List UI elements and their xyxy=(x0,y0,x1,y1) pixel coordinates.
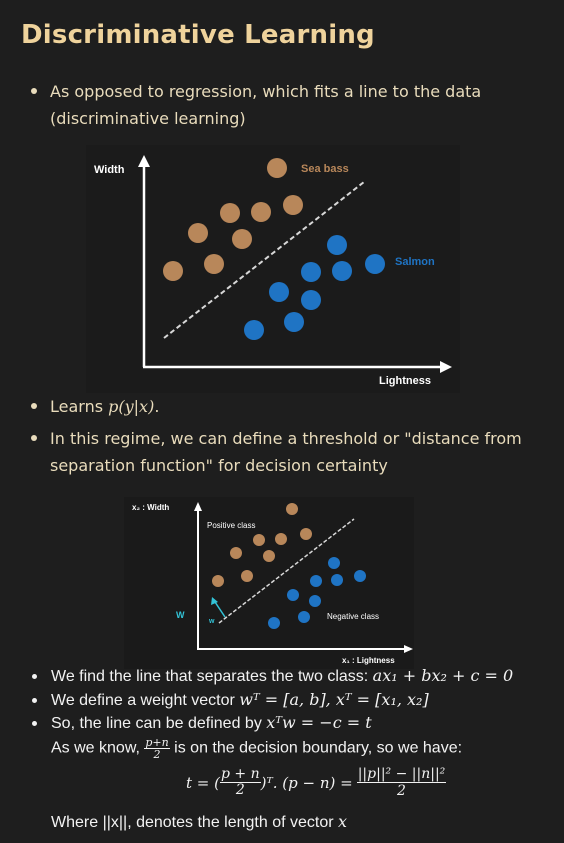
salmon-point xyxy=(284,312,304,332)
positive-point xyxy=(275,533,287,545)
w-outside-label: W xyxy=(176,610,185,620)
figure-threshold: x₂ : Width x₁ : Lightness Positive class… xyxy=(124,497,414,669)
note-norm-definition-text: Where ||x||, denotes the length of vecto… xyxy=(51,814,338,831)
eq-frac-norms: ||p||² − ||n||² 2 xyxy=(356,766,447,799)
conditional-probability: p(y|x) xyxy=(108,397,155,416)
line-definition-equation: xᵀw = −c = t xyxy=(266,713,372,732)
negative-point xyxy=(309,595,321,607)
negative-class-points xyxy=(268,557,366,629)
salmon-point xyxy=(301,262,321,282)
separating-line xyxy=(218,518,355,624)
y-axis-arrow xyxy=(138,155,150,167)
w-inside-label: w xyxy=(208,618,215,625)
negative-class-label: Negative class xyxy=(327,612,379,621)
weight-vector-head xyxy=(211,597,218,605)
sea-bass-point xyxy=(283,195,303,215)
salmon-point xyxy=(301,290,321,310)
sea-bass-label: Sea bass xyxy=(301,163,349,175)
eq-frac-pn-num: p + n xyxy=(219,766,261,783)
sea-bass-point xyxy=(220,203,240,223)
positive-point xyxy=(230,547,242,559)
y-axis-arrow xyxy=(194,502,202,511)
note-decision-boundary: As we know, p+n 2 is on the decision boun… xyxy=(51,737,462,760)
figure1-svg: Width Lightness Sea bass Salmon xyxy=(94,155,452,387)
positive-point xyxy=(253,534,265,546)
note-decision-boundary-suffix: is on the decision boundary, so we have: xyxy=(169,739,463,757)
negative-point xyxy=(298,611,310,623)
eq-left: t = ( xyxy=(186,773,220,792)
salmon-point xyxy=(269,282,289,302)
positive-point xyxy=(300,528,312,540)
sea-bass-point xyxy=(188,223,208,243)
salmon-point xyxy=(244,320,264,340)
note-weight-vector-text: We define a weight vector xyxy=(51,692,240,709)
x-axis-label: Lightness xyxy=(379,375,431,387)
salmon-points xyxy=(244,235,385,340)
note-line-definition: So, the line can be defined by xᵀw = −c … xyxy=(32,713,372,733)
positive-point xyxy=(263,550,275,562)
line-equation: ax₁ + bx₂ + c = 0 xyxy=(372,666,514,685)
figure2-svg: x₂ : Width x₁ : Lightness Positive class… xyxy=(132,502,413,665)
figure-sea-bass-salmon: Width Lightness Sea bass Salmon xyxy=(86,145,460,393)
positive-point xyxy=(212,575,224,587)
midpoint-fraction-denominator: 2 xyxy=(153,748,161,761)
eq-frac-norms-den: 2 xyxy=(397,783,406,799)
note-find-line-text: We find the line that separates the two … xyxy=(51,668,373,685)
y-axis-label: x₂ : Width xyxy=(132,503,169,512)
salmon-point xyxy=(327,235,347,255)
note-weight-vector: We define a weight vector wᵀ = [a, b], x… xyxy=(32,690,429,710)
x-axis-arrow xyxy=(440,361,452,373)
note-find-line: We find the line that separates the two … xyxy=(31,666,514,686)
sea-bass-point xyxy=(204,254,224,274)
bullet-regression: As opposed to regression, which fits a l… xyxy=(31,78,540,132)
vector-symbol: x xyxy=(338,812,348,831)
positive-class-points xyxy=(212,503,312,587)
weight-vector-equation: wᵀ = [a, b], xᵀ = [x₁, x₂] xyxy=(239,690,429,709)
negative-point xyxy=(287,589,299,601)
page-title: Discriminative Learning xyxy=(21,20,375,50)
midpoint-fraction: p+n 2 xyxy=(144,736,170,761)
negative-point xyxy=(328,557,340,569)
positive-point xyxy=(286,503,298,515)
sea-bass-point xyxy=(232,229,252,249)
sea-bass-point xyxy=(251,202,271,222)
weight-vector-arrow xyxy=(214,601,226,618)
bullet-learns-prefix: Learns xyxy=(50,397,109,416)
y-axis-label: Width xyxy=(94,164,125,176)
midpoint-fraction-numerator: p+n xyxy=(144,736,170,749)
note-line-definition-text: So, the line can be defined by xyxy=(51,715,267,732)
bullet-learns: Learns p(y|x). xyxy=(31,393,540,420)
negative-point xyxy=(331,574,343,586)
sea-bass-points xyxy=(163,158,303,281)
salmon-point xyxy=(365,254,385,274)
sea-bass-point xyxy=(163,261,183,281)
negative-point xyxy=(354,570,366,582)
eq-frac-pn-den: 2 xyxy=(235,782,245,798)
separating-line xyxy=(163,181,365,339)
negative-point xyxy=(268,617,280,629)
note-decision-boundary-prefix: As we know, xyxy=(51,739,145,757)
sea-bass-point xyxy=(267,158,287,178)
x-axis-arrow xyxy=(404,645,413,653)
negative-point xyxy=(310,575,322,587)
positive-point xyxy=(241,570,253,582)
bullet-learns-suffix: . xyxy=(154,397,160,416)
eq-frac-norms-num: ||p||² − ||n||² xyxy=(356,766,447,783)
x-axis-label: x₁ : Lightness xyxy=(342,656,395,665)
positive-class-label: Positive class xyxy=(207,521,255,530)
eq-mid: )ᵀ. (p − n) = xyxy=(260,773,353,792)
bullet-threshold: In this regime, we can define a threshol… xyxy=(31,425,540,479)
note-norm-definition: Where ||x||, denotes the length of vecto… xyxy=(51,812,347,832)
salmon-label: Salmon xyxy=(395,256,435,268)
salmon-point xyxy=(332,261,352,281)
